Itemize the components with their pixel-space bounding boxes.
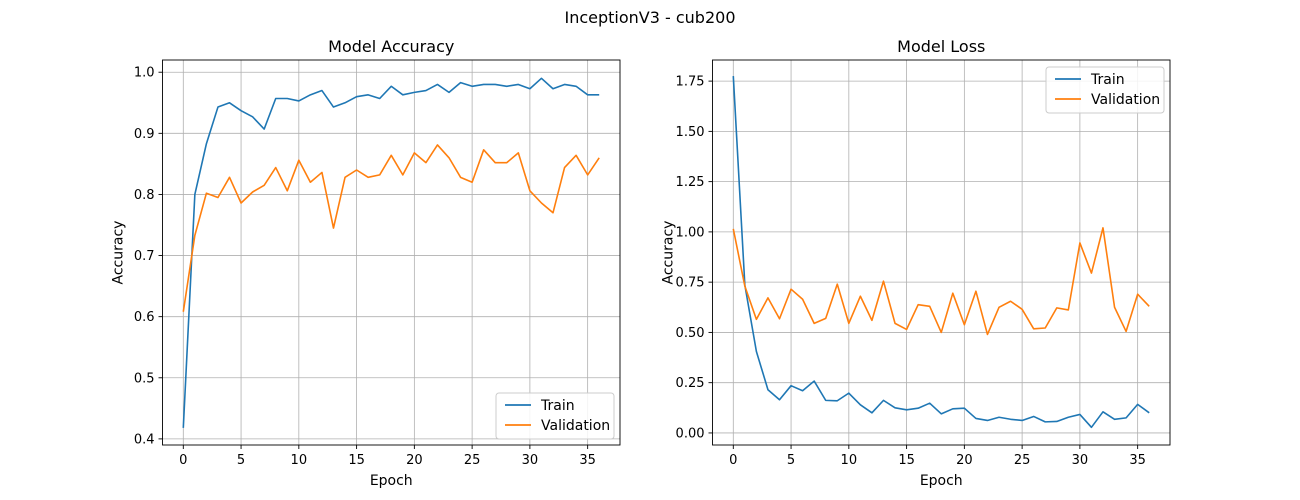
y-tick-label: 0.50 <box>676 326 705 341</box>
legend-label-validation: Validation <box>1091 92 1160 108</box>
axes-frame <box>162 59 621 446</box>
legend: Train Validation <box>495 392 615 440</box>
y-tick-label: 0.00 <box>676 426 705 441</box>
y-tick-label: 0.25 <box>676 376 705 391</box>
legend: Train Validation <box>1045 66 1165 114</box>
x-tick-label: 15 <box>898 453 915 468</box>
x-tick-label: 30 <box>1072 453 1089 468</box>
y-axis-label: Accuracy <box>661 221 677 285</box>
x-tick-label: 30 <box>522 453 539 468</box>
x-tick-label: 15 <box>348 453 365 468</box>
y-tick-label: 0.8 <box>134 188 155 203</box>
y-tick-label: 1.75 <box>676 75 705 90</box>
accuracy-chart: 0 5 10 15 20 25 30 35 0.4 0.5 0.6 0.7 0.8 0.9 1.0 Model… <box>111 37 621 489</box>
y-tick-label: 0.4 <box>134 432 155 447</box>
series-line-train <box>732 76 1150 429</box>
y-tick-label: 1.25 <box>676 175 705 190</box>
y-tick-label: 0.9 <box>134 127 155 142</box>
series-line-train <box>182 77 600 428</box>
chart-title: Model Accuracy <box>328 37 454 56</box>
y-tick-label: 0.6 <box>134 310 155 325</box>
legend-label-train: Train <box>1090 72 1125 88</box>
loss-chart: 0 5 10 15 20 25 30 35 0.00 0.25 0.50 0.75 1.00 1.25 1.… <box>661 37 1171 489</box>
y-tick-label: 1.0 <box>134 66 155 81</box>
x-tick-label: 25 <box>464 453 481 468</box>
x-axis-label: Epoch <box>920 473 963 489</box>
y-tick-label: 0.7 <box>134 249 155 264</box>
legend-label-validation: Validation <box>541 418 610 434</box>
x-tick-label: 35 <box>1129 453 1146 468</box>
y-tick-label: 0.75 <box>676 276 705 291</box>
series-line-validation <box>182 144 600 312</box>
y-tick-label: 0.5 <box>134 371 155 386</box>
x-tick-label: 20 <box>406 453 423 468</box>
x-tick-label: 5 <box>237 453 245 468</box>
grid <box>712 60 1170 445</box>
legend-label-train: Train <box>540 398 575 414</box>
x-tick-label: 20 <box>956 453 973 468</box>
y-axis-label: Accuracy <box>111 221 127 285</box>
x-tick-label: 10 <box>841 453 858 468</box>
x-tick-label: 25 <box>1014 453 1031 468</box>
grid <box>162 60 620 445</box>
y-tick-label: 1.50 <box>676 125 705 140</box>
x-tick-label: 10 <box>291 453 308 468</box>
chart-title: Model Loss <box>897 37 985 56</box>
figure-suptitle: InceptionV3 - cub200 <box>564 8 735 27</box>
x-axis-label: Epoch <box>370 473 413 489</box>
y-tick-label: 1.00 <box>676 225 705 240</box>
x-tick-label: 35 <box>579 453 596 468</box>
x-tick-label: 5 <box>787 453 795 468</box>
x-tick-label: 0 <box>179 453 187 468</box>
x-tick-label: 0 <box>729 453 737 468</box>
axes-frame <box>712 59 1171 446</box>
series-line-validation <box>732 227 1150 336</box>
